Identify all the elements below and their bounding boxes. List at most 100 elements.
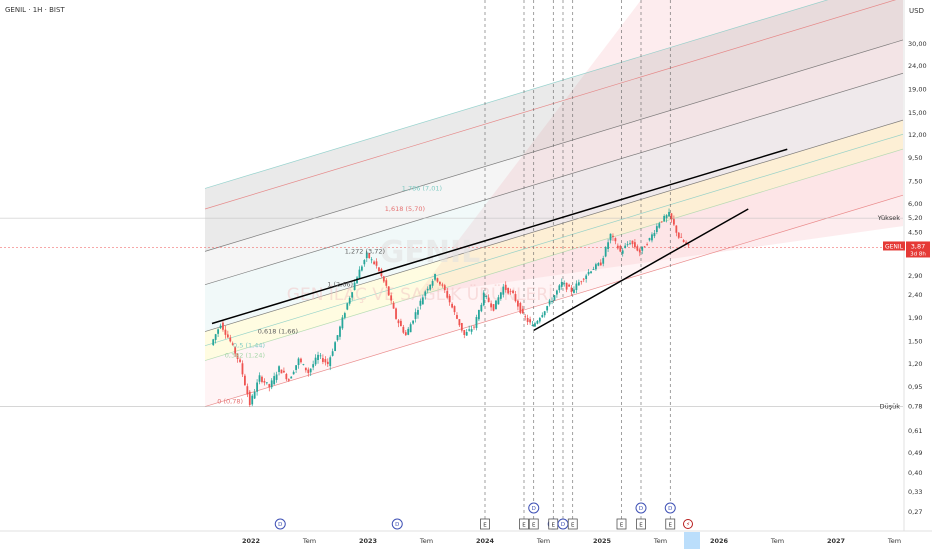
candle-body — [390, 295, 393, 301]
candle-body — [336, 335, 339, 341]
trendline-lower — [533, 208, 749, 332]
candle-body — [292, 371, 295, 375]
trendline-upper — [211, 148, 788, 325]
fib-label: 1 (2,66) — [327, 281, 353, 289]
candle-body — [417, 310, 419, 315]
candle-body — [397, 320, 400, 324]
candle-body — [256, 382, 258, 392]
candle-body — [443, 285, 446, 291]
dividend-marker-letter: D — [561, 522, 565, 528]
watermark-name: GEN İLAÇ VE SAĞLIK ÜRÜNLERİ — [287, 283, 553, 305]
candle-body — [553, 295, 556, 301]
candle-body — [463, 329, 466, 335]
candle-body — [436, 278, 439, 282]
candle-body — [682, 240, 685, 243]
candle-body — [248, 391, 251, 405]
x-tick-label: Tem — [770, 537, 784, 545]
symbol-tag-label: GENIL — [885, 243, 904, 250]
candle-body — [317, 354, 319, 361]
candle-body — [531, 324, 534, 326]
candle-body — [573, 289, 575, 293]
candle-body — [287, 379, 290, 381]
candle-body — [597, 263, 600, 266]
candle-body — [592, 269, 595, 271]
candle-body — [343, 313, 346, 318]
candle-body — [378, 267, 380, 272]
candle-body — [322, 358, 324, 362]
candle-body — [265, 382, 268, 384]
candle-body — [536, 320, 539, 324]
earnings-marker — [528, 518, 539, 530]
candle-body — [236, 353, 239, 360]
fib-line — [204, 0, 829, 189]
candle-body — [624, 245, 627, 249]
y-tick-label: 6,00 — [908, 200, 922, 208]
candle-body — [439, 281, 441, 285]
candle-body — [326, 361, 329, 365]
y-tick-label: 0,61 — [908, 427, 922, 435]
candle-body — [456, 315, 458, 319]
y-tick-label: 12,00 — [908, 131, 927, 139]
candle-body — [431, 281, 434, 286]
split-marker — [683, 519, 693, 529]
candle-body — [616, 245, 619, 249]
candle-body — [677, 232, 680, 238]
candle-body — [641, 246, 644, 251]
candle-body — [519, 303, 522, 313]
candle-body — [231, 343, 234, 345]
x-tick-label: Tem — [302, 537, 316, 545]
candle-body — [241, 363, 244, 375]
candle-body — [448, 295, 451, 303]
fib-label: 0 (0,78) — [217, 398, 243, 406]
candle-body — [451, 303, 453, 308]
candle-body — [404, 332, 407, 336]
candle-body — [468, 329, 471, 331]
candle-body — [587, 271, 590, 275]
split-marker-letter: ⚡ — [686, 521, 690, 528]
candle-body — [490, 303, 492, 308]
earnings-marker-letter: E — [552, 523, 556, 529]
candle-body — [429, 284, 432, 290]
x-tick-label: Tem — [653, 537, 667, 545]
candle-body — [441, 284, 444, 286]
candle-body — [214, 334, 217, 340]
candle-body — [300, 358, 302, 363]
x-tick-label: Tem — [536, 537, 550, 545]
fib-line — [204, 72, 904, 286]
candle-body — [570, 287, 573, 292]
earnings-marker-letter: E — [483, 523, 487, 529]
candle-body — [382, 276, 385, 282]
candle-body — [295, 365, 297, 370]
candle-body — [668, 212, 670, 217]
channel-band-teal — [205, 73, 903, 332]
fib-line — [204, 119, 904, 332]
candle-body — [319, 355, 322, 357]
candle-body — [475, 317, 478, 328]
candle-body — [687, 244, 690, 246]
last-price-value: 3,87 — [911, 242, 925, 250]
fib-label: 0,5 (1,44) — [233, 342, 265, 350]
candle-body — [680, 236, 683, 238]
earnings-marker — [665, 518, 676, 530]
y-tick-label: 0,49 — [908, 449, 922, 457]
candle-body — [590, 271, 592, 274]
candle-body — [582, 278, 585, 280]
fib-line — [204, 148, 904, 361]
channel-band-gray — [205, 0, 903, 252]
candle-body — [541, 315, 544, 318]
fib-label: 1,786 (7,01) — [402, 184, 442, 192]
dividend-marker-letter: D — [278, 522, 282, 528]
candle-body — [395, 308, 397, 319]
candle-body — [629, 243, 631, 245]
candle-body — [563, 283, 566, 285]
candle-body — [224, 329, 227, 335]
earnings-marker-letter: E — [532, 523, 536, 529]
candle-body — [580, 281, 583, 283]
candle-body — [602, 258, 605, 264]
fib-label: 0,618 (1,66) — [258, 328, 298, 336]
candle-body — [509, 290, 512, 292]
candle-body — [219, 325, 222, 329]
candle-body — [614, 238, 617, 242]
